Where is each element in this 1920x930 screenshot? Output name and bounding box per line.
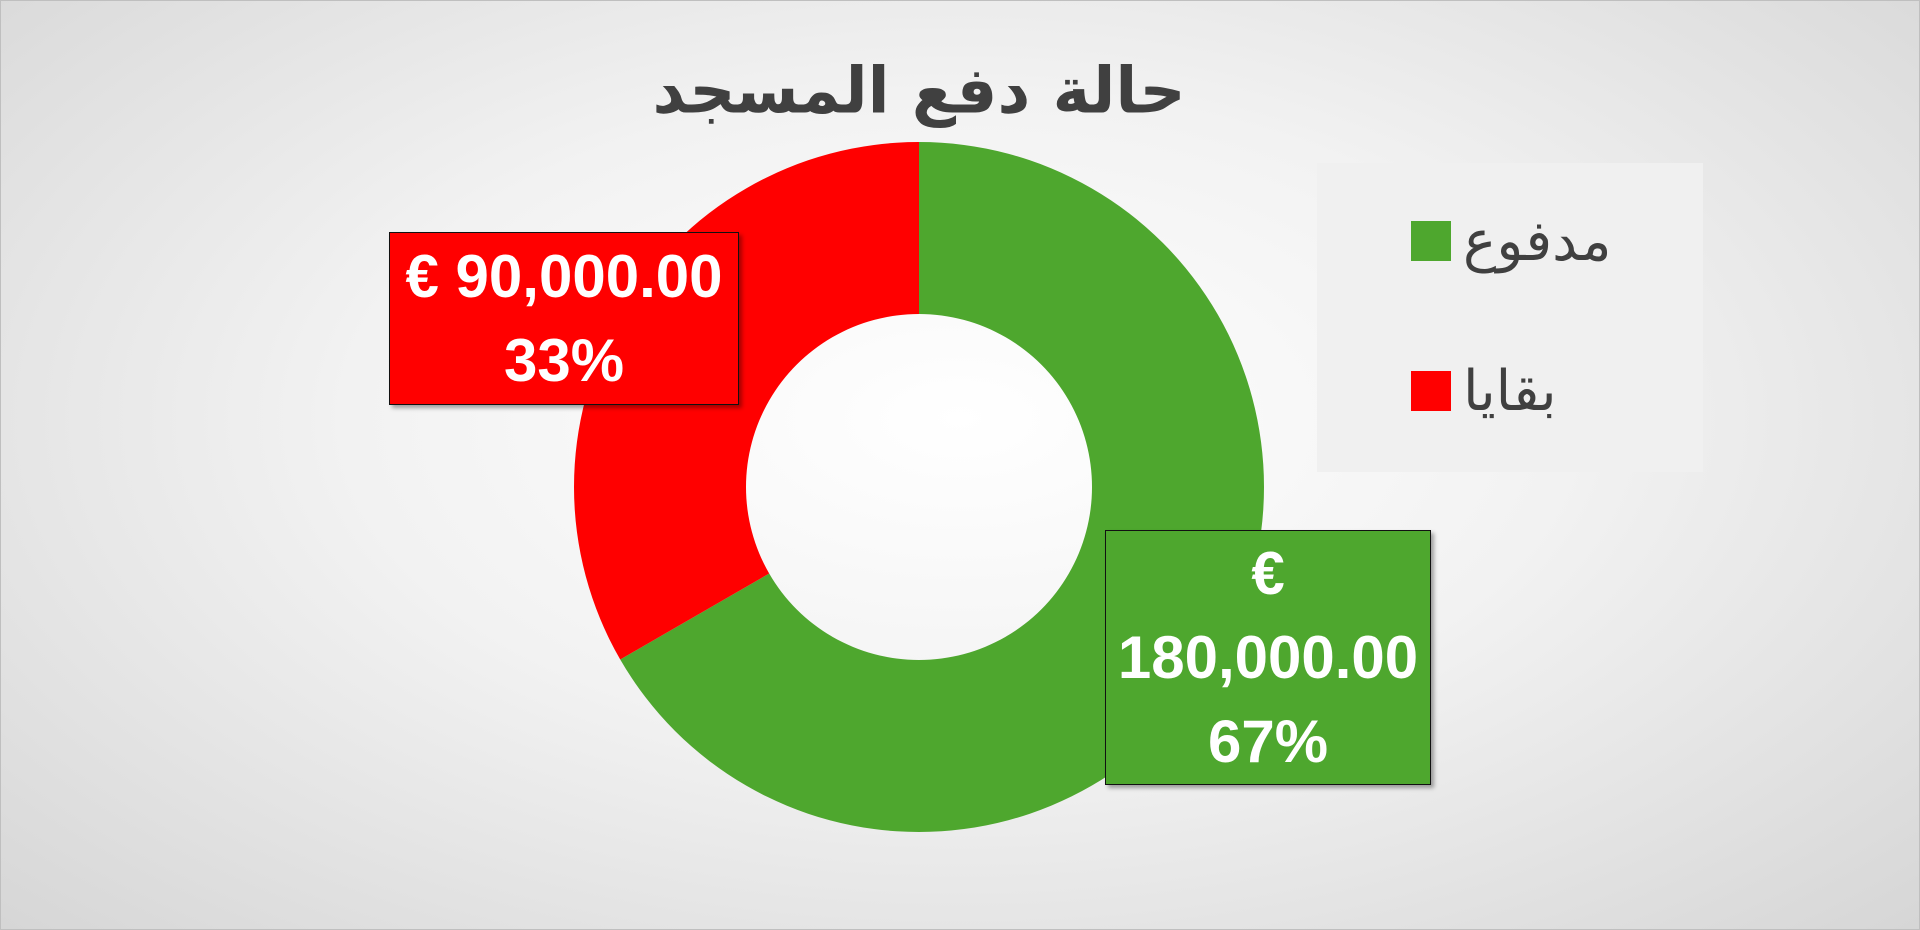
- data-label: € 90,000.00 33%: [389, 232, 739, 405]
- data-label-percent: 67%: [1207, 707, 1329, 775]
- data-label: € 180,000.00 67%: [1105, 530, 1431, 785]
- chart-title: حالة دفع المسجد: [652, 55, 1185, 129]
- legend-label: مدفوع: [1463, 208, 1612, 274]
- legend: مدفوع بقايا: [1317, 163, 1703, 472]
- data-label-percent: 33%: [503, 326, 625, 394]
- legend-item: مدفوع: [1317, 208, 1703, 274]
- legend-item: بقايا: [1317, 358, 1703, 424]
- legend-swatch: [1411, 371, 1451, 411]
- legend-label: بقايا: [1463, 358, 1557, 424]
- legend-swatch: [1411, 221, 1451, 261]
- data-label-value: € 180,000.00: [1117, 539, 1419, 691]
- data-label-value: € 90,000.00: [405, 242, 723, 310]
- doughnut-segment: [620, 142, 1265, 832]
